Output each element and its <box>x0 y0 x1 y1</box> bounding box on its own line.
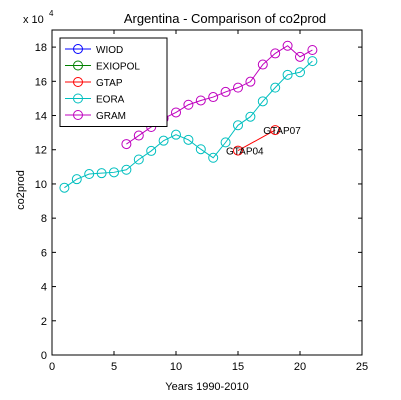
data-point-eora <box>133 154 144 165</box>
plot-frame <box>51 29 363 356</box>
data-point-gram <box>220 86 231 97</box>
data-point-gram <box>195 95 206 106</box>
y-tick-label: 4 <box>41 282 47 294</box>
legend-marker-eora <box>73 93 83 104</box>
legend-marker-gtap <box>73 77 83 87</box>
data-point-gram <box>307 45 318 56</box>
annotation-label: GTAP07 <box>263 126 301 137</box>
legend-marker-wiod <box>73 44 83 54</box>
exponent-power: 4 <box>49 9 54 18</box>
annotation-label: GTAP04 <box>226 147 264 158</box>
data-point-gram <box>183 99 194 110</box>
legend-label-gtap: GTAP <box>96 78 123 89</box>
data-point-eora <box>158 135 169 146</box>
data-point-eora <box>307 56 318 67</box>
series-line-gtap <box>237 129 276 152</box>
legend-label-wiod: WIOD <box>96 45 123 56</box>
data-point-gtap <box>233 145 243 156</box>
data-point-gram <box>208 92 219 103</box>
data-point-eora <box>171 129 181 140</box>
legend-marker-gram <box>73 110 83 120</box>
data-point-eora <box>59 182 70 193</box>
legend-label-gram: GRAM <box>96 111 126 122</box>
data-point-eora <box>295 67 305 78</box>
data-point-eora <box>257 96 268 107</box>
x-tick-label: 5 <box>111 361 117 373</box>
legend: WIOD EXIOPOL GTAP EORA GRAM <box>59 37 168 127</box>
data-point-eora <box>208 152 219 163</box>
data-point-eora <box>183 134 194 145</box>
data-point-gram <box>257 59 268 70</box>
x-axis: 0 5 10 15 20 25 <box>49 30 368 373</box>
data-point-gram <box>121 139 132 150</box>
data-point-gram <box>245 76 256 87</box>
y-tick-label: 10 <box>35 179 47 191</box>
data-point-eora <box>146 145 157 156</box>
legend-label-eora: EORA <box>96 95 125 106</box>
y-tick-label: 18 <box>35 42 47 54</box>
y-tick-label: 2 <box>41 316 47 328</box>
data-point-gram <box>282 40 293 51</box>
legend-marker-exiopol <box>73 60 83 71</box>
y-tick-label: 6 <box>41 247 47 259</box>
data-point-eora <box>282 69 293 80</box>
data-point-gram <box>270 48 281 59</box>
exponent-label: x 10 <box>23 14 44 26</box>
data-point-eora <box>195 144 206 155</box>
y-axis: 0 2 4 6 8 10 12 14 16 18 <box>35 42 362 362</box>
data-point-eora <box>84 169 95 180</box>
data-point-eora <box>245 111 256 122</box>
x-axis-label: Years 1990-2010 <box>165 381 248 393</box>
y-tick-label: 8 <box>41 213 47 225</box>
x-tick-label: 20 <box>294 361 306 373</box>
data-point-eora <box>270 82 281 93</box>
data-point-eora <box>96 168 107 179</box>
data-point-eora <box>71 174 82 185</box>
annotation-layer: GTAP04 GTAP07 <box>226 126 301 158</box>
y-tick-label: 16 <box>35 76 47 88</box>
data-point-gram <box>133 130 144 141</box>
data-point-eora <box>109 167 119 178</box>
data-point-eora <box>121 164 132 175</box>
y-tick-label: 14 <box>35 111 47 123</box>
y-axis-label: co2prod <box>15 170 27 210</box>
chart-title: Argentina - Comparison of co2prod <box>124 11 326 26</box>
x-tick-label: 0 <box>49 361 55 373</box>
x-tick-label: 15 <box>232 361 244 373</box>
data-point-gtap <box>270 125 281 136</box>
data-point-eora <box>220 137 231 148</box>
y-tick-label: 0 <box>41 350 47 362</box>
data-point-gram <box>233 82 243 93</box>
y-tick-label: 12 <box>35 145 47 157</box>
x-tick-label: 10 <box>170 361 182 373</box>
data-point-gram <box>295 51 305 62</box>
legend-label-exiopol: EXIOPOL <box>96 62 140 73</box>
x-tick-label: 25 <box>356 361 368 373</box>
data-point-gram <box>171 107 181 118</box>
data-point-eora <box>233 120 243 131</box>
